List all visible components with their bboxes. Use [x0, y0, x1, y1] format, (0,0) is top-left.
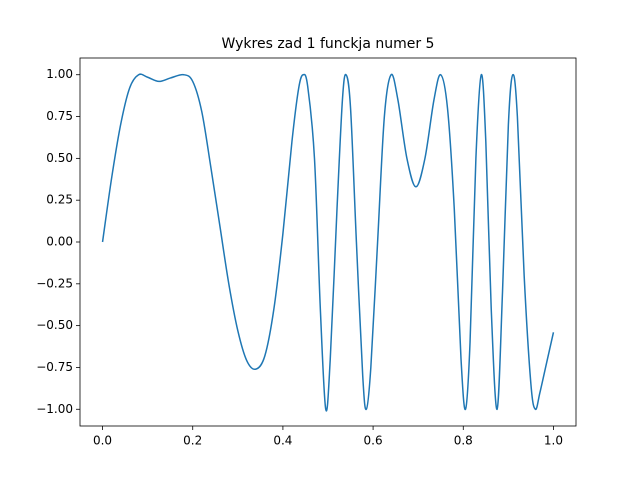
x-tick-label: 1.0 — [544, 434, 563, 448]
x-tick-label: 0.4 — [273, 434, 292, 448]
line — [101, 73, 555, 412]
x-tick-label: 0.0 — [93, 434, 112, 448]
y-tick-label: 0.25 — [46, 193, 73, 207]
x-tick-label: 0.8 — [454, 434, 473, 448]
y-tick-label: −0.50 — [36, 318, 73, 332]
chart-title: Wykres zad 1 funckja numer 5 — [222, 36, 435, 52]
y-tick-label: −1.00 — [36, 402, 73, 416]
y-tick-label: 0.75 — [46, 109, 73, 123]
y-tick-label: −0.75 — [36, 360, 73, 374]
y-tick-label: 0.50 — [46, 151, 73, 165]
plot-area — [80, 58, 576, 426]
x-tick-label: 0.6 — [364, 434, 383, 448]
y-tick-label: 1.00 — [46, 67, 73, 81]
y-tick-label: 0.00 — [46, 235, 73, 249]
y-tick-label: −0.25 — [36, 276, 73, 290]
x-tick-label: 0.2 — [183, 434, 202, 448]
axes-frame — [79, 57, 577, 427]
